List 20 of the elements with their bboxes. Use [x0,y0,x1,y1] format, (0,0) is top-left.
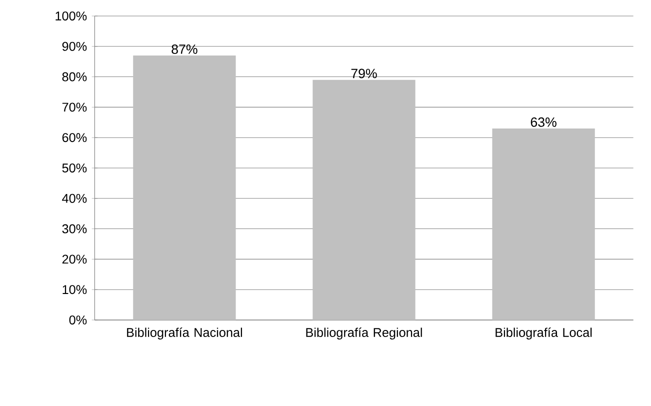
bar [312,80,416,320]
bar [133,56,236,320]
y-tick-label: 70% [62,102,87,112]
x-tick-label: Bibliografía Local [496,328,592,340]
y-tick-label: 20% [62,254,87,264]
y-tick-label: 50% [62,164,87,172]
y-tick-label: 0% [69,316,87,324]
data-label: 79% [351,68,377,78]
data-label: 87% [172,44,198,54]
y-tick-label: 10% [62,285,87,294]
y-tick-label: 60% [62,133,87,142]
y-tick-label: 40% [62,194,87,203]
bar [492,128,595,320]
y-tick-label: 30% [62,224,87,234]
x-tick-label: Bibliografía Nacional [127,328,242,340]
y-tick-label: 100% [56,12,87,20]
y-tick-label: 90% [62,42,87,51]
x-tick-label: Bibliografía Regional [306,328,422,340]
data-label: 63% [530,117,556,127]
y-tick-label: 80% [62,72,87,82]
